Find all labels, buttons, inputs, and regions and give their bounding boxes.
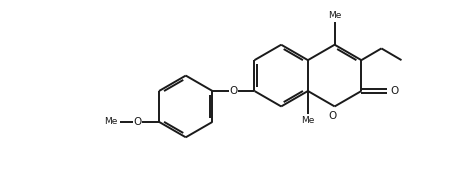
Text: O: O [391, 86, 399, 96]
Text: O: O [133, 117, 142, 127]
Text: O: O [229, 86, 238, 96]
Text: Me: Me [104, 117, 118, 126]
Text: Me: Me [301, 116, 315, 125]
Text: O: O [329, 111, 337, 121]
Text: Me: Me [328, 11, 341, 20]
